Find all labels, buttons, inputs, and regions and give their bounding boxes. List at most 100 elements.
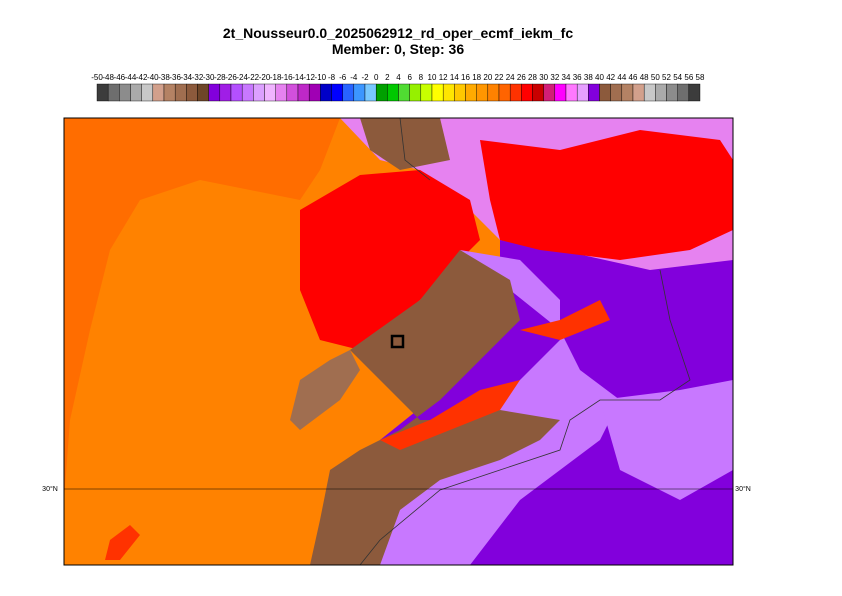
colorbar-box — [621, 83, 634, 102]
colorbar-box — [420, 83, 433, 102]
colorbar-box — [387, 83, 399, 102]
colorbar-label: -40 — [147, 73, 159, 82]
colorbar-box — [442, 83, 455, 102]
colorbar-label: 34 — [562, 73, 571, 82]
colorbar-box — [320, 83, 332, 102]
colorbar-label: 22 — [495, 73, 504, 82]
colorbar-label: 42 — [606, 73, 615, 82]
colorbar-box — [688, 83, 701, 102]
colorbar-box — [119, 83, 131, 102]
colorbar-box — [565, 83, 578, 102]
colorbar-label: -44 — [125, 73, 137, 82]
colorbar-label: 8 — [419, 73, 424, 82]
colorbar-label: -6 — [339, 73, 347, 82]
colorbar-label: 26 — [517, 73, 526, 82]
colorbar-box — [610, 83, 623, 102]
colorbar-label: -30 — [203, 73, 215, 82]
colorbar-box — [96, 83, 109, 102]
colorbar-label: 4 — [396, 73, 401, 82]
colorbar-box — [398, 83, 410, 102]
colorbar-label: -50 — [91, 73, 103, 82]
colorbar-box — [632, 83, 645, 102]
colorbar-box — [409, 83, 422, 102]
colorbar-label: 46 — [629, 73, 638, 82]
colorbar-box — [498, 83, 511, 102]
colorbar-label: -10 — [315, 73, 327, 82]
colorbar-label: -12 — [303, 73, 315, 82]
colorbar-box — [197, 83, 209, 102]
colorbar-box — [487, 83, 500, 102]
colorbar-label: -8 — [328, 73, 336, 82]
lat-label: 30°N — [735, 485, 751, 493]
colorbar-label: 44 — [617, 73, 626, 82]
station-marker — [390, 334, 405, 349]
colorbar-label: -4 — [350, 73, 358, 82]
colorbar-label: 12 — [439, 73, 448, 82]
colorbar-label: -48 — [102, 73, 114, 82]
title: 2t_Nousseur0.0_2025062912_rd_oper_ecmf_i… — [223, 25, 573, 41]
colorbar-label: -38 — [158, 73, 170, 82]
colorbar-box — [253, 83, 265, 102]
colorbar-box — [543, 83, 556, 102]
colorbar-label: 36 — [573, 73, 582, 82]
colorbar-box — [297, 83, 310, 102]
colorbar-label: 6 — [407, 73, 412, 82]
colorbar-label: 38 — [584, 73, 593, 82]
colorbar-box — [230, 83, 243, 102]
colorbar-box — [219, 83, 232, 102]
colorbar-box — [364, 83, 377, 102]
colorbar-label: 32 — [550, 73, 559, 82]
colorbar-box — [643, 83, 656, 102]
colorbar-box — [666, 83, 678, 102]
colorbar-box — [509, 83, 522, 102]
colorbar-label: 52 — [662, 73, 671, 82]
colorbar-box — [331, 83, 343, 102]
colorbar-box — [152, 83, 165, 102]
colorbar-box — [275, 83, 288, 102]
colorbar-box — [375, 83, 388, 102]
colorbar-label: 58 — [696, 73, 705, 82]
colorbar-box — [186, 83, 198, 102]
colorbar-box — [465, 83, 477, 102]
colorbar-box — [554, 83, 567, 102]
colorbar-box — [174, 83, 187, 102]
colorbar-label: 2 — [385, 73, 390, 82]
colorbar-box — [588, 83, 600, 102]
colorbar-box — [107, 83, 120, 102]
map: 30°N 30°N — [42, 117, 751, 566]
colorbar-label: -14 — [292, 73, 304, 82]
colorbar-label: -18 — [270, 73, 282, 82]
colorbar-label: 56 — [684, 73, 693, 82]
colorbar-box — [576, 83, 589, 102]
colorbar-label: 30 — [539, 73, 548, 82]
colorbar-label: -36 — [169, 73, 181, 82]
colorbar-label: -28 — [214, 73, 226, 82]
lat-label: 30°N — [42, 485, 58, 493]
colorbar-box — [208, 83, 221, 102]
subtitle: Member: 0, Step: 36 — [332, 41, 464, 57]
colorbar-label: 24 — [506, 73, 515, 82]
colorbar-label: -26 — [225, 73, 237, 82]
colorbar-label: -46 — [114, 73, 126, 82]
colorbar-box — [521, 83, 533, 102]
colorbar-box — [532, 83, 544, 102]
colorbar-box — [163, 83, 176, 102]
colorbar-label: 14 — [450, 73, 459, 82]
colorbar-box — [454, 83, 466, 102]
colorbar-label: -16 — [281, 73, 293, 82]
colorbar: -50 -48 -46 -44 -42 -40 -38 -36 -34 -32 -30 -28 -26-… — [91, 73, 705, 102]
colorbar-label: 48 — [640, 73, 649, 82]
colorbar-box — [286, 83, 299, 102]
colorbar-label: -32 — [192, 73, 204, 82]
colorbar-label: -34 — [181, 73, 193, 82]
colorbar-label: -2 — [361, 73, 369, 82]
colorbar-box — [476, 83, 489, 102]
colorbar-box — [141, 83, 154, 102]
colorbar-box — [342, 83, 355, 102]
colorbar-label: 20 — [483, 73, 492, 82]
colorbar-box — [264, 83, 276, 102]
colorbar-label: 54 — [673, 73, 682, 82]
colorbar-label: 50 — [651, 73, 660, 82]
colorbar-label: -20 — [259, 73, 271, 82]
colorbar-label: -22 — [248, 73, 260, 82]
